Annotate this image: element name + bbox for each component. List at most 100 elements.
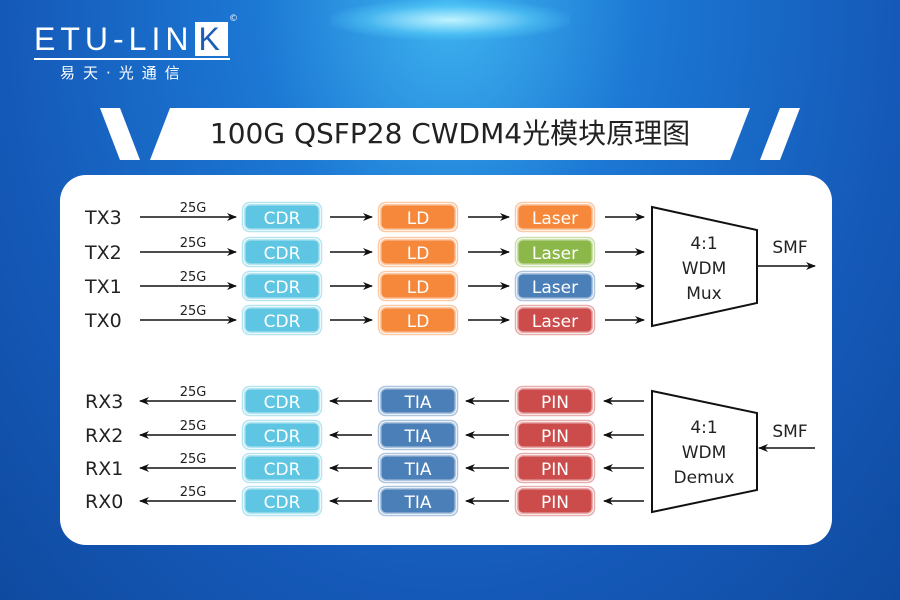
tx-rate-label: 25G bbox=[180, 270, 207, 285]
rx-cdr-box-outline bbox=[241, 385, 323, 417]
tx-smf-label: SMF bbox=[772, 238, 807, 258]
pin-box bbox=[515, 453, 595, 483]
laser-box bbox=[515, 305, 595, 335]
tx-cdr-box-outline bbox=[241, 270, 323, 302]
tia-box-outline bbox=[377, 385, 459, 417]
wdm-demux bbox=[651, 389, 758, 514]
tx-cdr-box-label: CDR bbox=[264, 244, 301, 264]
pin-box-outline bbox=[514, 419, 596, 451]
rx-rate-label: 25G bbox=[180, 485, 207, 500]
tia-box-label: TIA bbox=[403, 493, 431, 513]
tx-lane-label: TX0 bbox=[84, 310, 122, 332]
laser-box-label: Laser bbox=[532, 209, 578, 229]
tx-cdr-box bbox=[242, 305, 322, 335]
tia-box-outline bbox=[377, 452, 459, 484]
rx-rate-label: 25G bbox=[180, 385, 207, 400]
ld-box-label: LD bbox=[407, 312, 430, 332]
laser-box-label: Laser bbox=[532, 312, 578, 332]
tx-cdr-box bbox=[242, 271, 322, 301]
laser-box-outline bbox=[514, 270, 596, 302]
ld-box-label: LD bbox=[407, 278, 430, 298]
laser-box-label: Laser bbox=[532, 244, 578, 264]
background-glow bbox=[330, 0, 570, 40]
rx-cdr-box-label: CDR bbox=[264, 393, 301, 413]
tx-cdr-box-outline bbox=[241, 236, 323, 268]
tx-lane-label: TX2 bbox=[84, 242, 122, 264]
ld-box bbox=[378, 237, 458, 267]
ld-box-outline bbox=[377, 270, 459, 302]
rx-cdr-box-outline bbox=[241, 419, 323, 451]
rx-cdr-box-label: CDR bbox=[264, 460, 301, 480]
tia-box-label: TIA bbox=[403, 393, 431, 413]
tia-box-outline bbox=[377, 419, 459, 451]
rx-lane-label: RX1 bbox=[85, 458, 123, 480]
ld-box bbox=[378, 202, 458, 232]
pin-box-outline bbox=[514, 485, 596, 517]
rx-smf-label: SMF bbox=[772, 422, 807, 442]
laser-box bbox=[515, 271, 595, 301]
tx-cdr-box-label: CDR bbox=[264, 312, 301, 332]
ld-box bbox=[378, 271, 458, 301]
etu-link-logo: ETU-LIN K 易天·光通信 bbox=[34, 22, 230, 83]
pin-box-label: PIN bbox=[541, 460, 569, 480]
tx-cdr-box bbox=[242, 202, 322, 232]
mux-line3: Mux bbox=[686, 284, 722, 304]
demux-line1: 4:1 bbox=[690, 418, 717, 438]
tia-box bbox=[378, 486, 458, 516]
rx-cdr-box bbox=[242, 453, 322, 483]
tx-cdr-box-outline bbox=[241, 201, 323, 233]
rx-cdr-box bbox=[242, 420, 322, 450]
demux-line3: Demux bbox=[674, 468, 735, 488]
pin-box bbox=[515, 486, 595, 516]
tia-box-outline bbox=[377, 485, 459, 517]
wdm-mux bbox=[651, 205, 758, 328]
tx-rate-label: 25G bbox=[180, 236, 207, 251]
tia-box-label: TIA bbox=[403, 427, 431, 447]
mux-line2: WDM bbox=[682, 259, 727, 279]
ld-box-outline bbox=[377, 304, 459, 336]
laser-box bbox=[515, 202, 595, 232]
pin-box bbox=[515, 386, 595, 416]
ld-box-label: LD bbox=[407, 244, 430, 264]
copyright-mark: © bbox=[229, 14, 238, 24]
page-title: 100G QSFP28 CWDM4光模块原理图 bbox=[209, 117, 691, 150]
laser-box-outline bbox=[514, 236, 596, 268]
laser-box-label: Laser bbox=[532, 278, 578, 298]
ld-box-outline bbox=[377, 201, 459, 233]
pin-box-label: PIN bbox=[541, 427, 569, 447]
rx-lane-label: RX2 bbox=[85, 425, 123, 447]
ld-box bbox=[378, 305, 458, 335]
rx-cdr-box-outline bbox=[241, 452, 323, 484]
tx-cdr-box-outline bbox=[241, 304, 323, 336]
ld-box-outline bbox=[377, 236, 459, 268]
rx-cdr-box bbox=[242, 486, 322, 516]
tx-cdr-box-label: CDR bbox=[264, 278, 301, 298]
tx-rate-label: 25G bbox=[180, 201, 207, 216]
laser-box-outline bbox=[514, 201, 596, 233]
rx-cdr-box bbox=[242, 386, 322, 416]
pin-box-label: PIN bbox=[541, 393, 569, 413]
tx-lane-label: TX1 bbox=[84, 276, 122, 298]
mux-line1: 4:1 bbox=[690, 234, 717, 254]
laser-box bbox=[515, 237, 595, 267]
rx-rate-label: 25G bbox=[180, 452, 207, 467]
pin-box-outline bbox=[514, 385, 596, 417]
pin-box bbox=[515, 420, 595, 450]
pin-box-outline bbox=[514, 452, 596, 484]
tia-box-label: TIA bbox=[403, 460, 431, 480]
rx-rate-label: 25G bbox=[180, 419, 207, 434]
rx-lane-label: RX3 bbox=[85, 391, 123, 413]
demux-line2: WDM bbox=[682, 443, 727, 463]
tia-box bbox=[378, 453, 458, 483]
rx-lane-label: RX0 bbox=[85, 491, 123, 513]
tx-rate-label: 25G bbox=[180, 304, 207, 319]
rx-cdr-box-label: CDR bbox=[264, 427, 301, 447]
title-banner bbox=[150, 108, 750, 160]
pin-box-label: PIN bbox=[541, 493, 569, 513]
ld-box-label: LD bbox=[407, 209, 430, 229]
tx-lane-label: TX3 bbox=[84, 207, 122, 229]
rx-cdr-box-outline bbox=[241, 485, 323, 517]
tia-box bbox=[378, 386, 458, 416]
laser-box-outline bbox=[514, 304, 596, 336]
tia-box bbox=[378, 420, 458, 450]
